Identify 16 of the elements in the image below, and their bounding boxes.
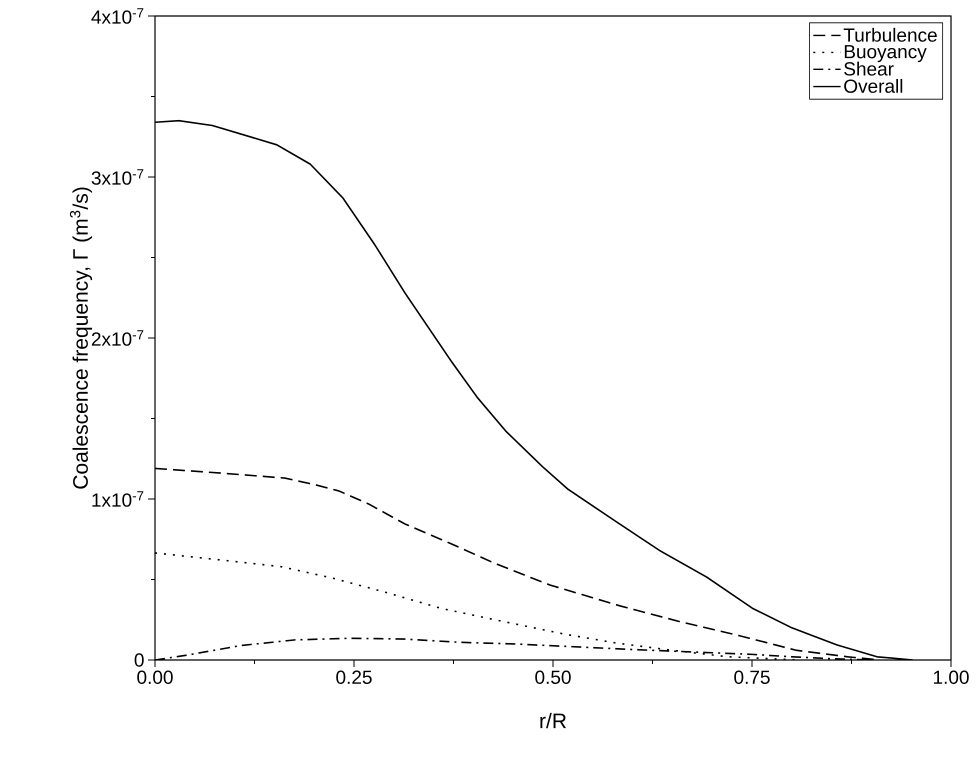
x-tick-label: 0.75 bbox=[734, 670, 770, 684]
x-axis-title: r/R bbox=[540, 712, 566, 728]
legend-label: Turbulence bbox=[844, 28, 937, 42]
y-tick-label: 3x10$^{-7}$ bbox=[92, 169, 144, 185]
x-tick-label: 0.00 bbox=[137, 670, 173, 684]
x-tick-label: 0.50 bbox=[535, 670, 571, 684]
legend-label: Overall bbox=[844, 78, 902, 93]
y-tick-label: 0 bbox=[134, 653, 144, 667]
y-axis-title: Coalescence frequency, Γ (m$^{3}$/s) bbox=[70, 188, 92, 489]
legend-label: Buoyancy bbox=[844, 45, 927, 62]
y-tick-label: 2x10$^{-7}$ bbox=[92, 330, 144, 346]
legend-label: Shear bbox=[844, 62, 894, 76]
y-tick-label: 1x10$^{-7}$ bbox=[92, 491, 144, 507]
x-tick-label: 0.25 bbox=[336, 670, 372, 684]
y-tick-label: 4x10$^{-7}$ bbox=[91, 8, 144, 24]
x-tick-label: 1.00 bbox=[934, 670, 969, 684]
